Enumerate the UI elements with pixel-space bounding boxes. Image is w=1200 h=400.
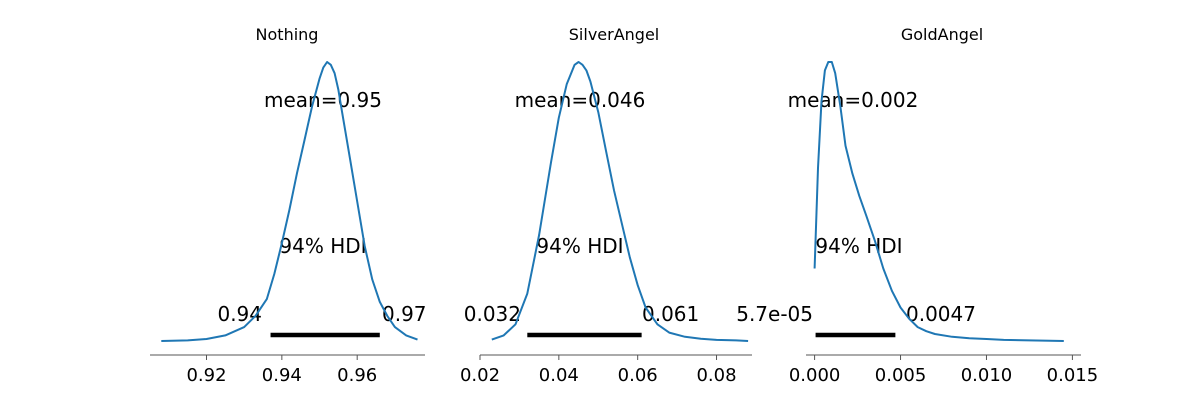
x-tick-label: 0.02	[460, 365, 500, 386]
mean-label: mean=0.002	[788, 88, 919, 112]
panel-title: SilverAngel	[569, 25, 659, 44]
density-line	[161, 61, 418, 342]
panel-goldangel: GoldAngel mean=0.002 94% HDI 5.7e-05 0.0…	[736, 25, 1098, 386]
x-tick-label: 0.005	[875, 365, 927, 386]
panel-title: Nothing	[256, 25, 319, 44]
hdi-high-label: 0.0047	[906, 302, 976, 326]
hdi-label: 94% HDI	[815, 234, 902, 258]
density-line	[491, 61, 749, 342]
density-marks: 0.000 0.005 0.010 0.015	[789, 61, 1099, 386]
x-tick-label: 0.94	[262, 365, 302, 386]
panel-silverangel: SilverAngel mean=0.046 94% HDI 0.032 0.0…	[460, 25, 752, 386]
hdi-high-label: 0.97	[382, 302, 427, 326]
x-tick-label: 0.92	[186, 365, 226, 386]
x-tick-label: 0.04	[539, 365, 579, 386]
density-line	[813, 61, 1064, 342]
mean-label: mean=0.046	[515, 88, 646, 112]
density-marks: 0.02 0.04 0.06 0.08	[460, 61, 752, 386]
x-tick-label: 0.010	[961, 365, 1013, 386]
mean-label: mean=0.95	[264, 88, 382, 112]
hdi-low-label: 0.94	[217, 302, 262, 326]
x-tick-label: 0.06	[618, 365, 658, 386]
x-tick-label: 0.015	[1047, 365, 1099, 386]
hdi-label: 94% HDI	[279, 234, 366, 258]
x-tick-label: 0.08	[696, 365, 736, 386]
panel-nothing: Nothing mean=0.95 94% HDI 0.94 0.97 0.92…	[150, 25, 427, 386]
hdi-high-label: 0.061	[642, 302, 699, 326]
x-tick-label: 0.96	[337, 365, 377, 386]
x-tick-label: 0.000	[789, 365, 841, 386]
hdi-low-label: 5.7e-05	[736, 302, 813, 326]
density-marks: 0.92 0.94 0.96	[150, 61, 425, 386]
panel-title: GoldAngel	[901, 25, 983, 44]
hdi-low-label: 0.032	[464, 302, 521, 326]
hdi-label: 94% HDI	[536, 234, 623, 258]
